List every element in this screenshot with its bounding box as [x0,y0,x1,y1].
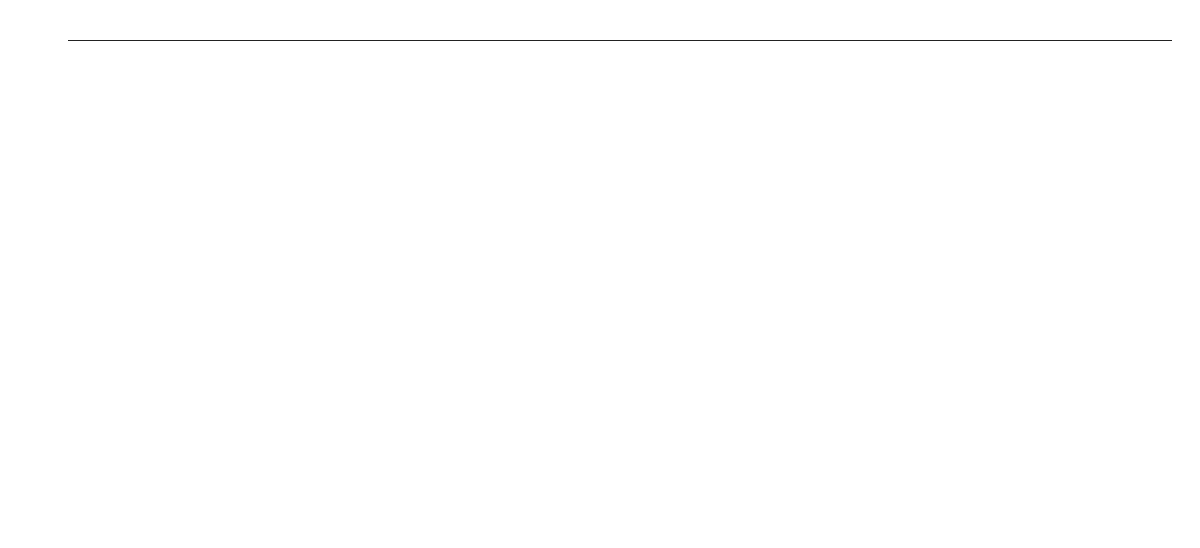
plot-area [68,40,1172,420]
x-axis-labels [68,426,1172,454]
legend-swatch [586,14,606,34]
bar-col [408,40,528,420]
bar-col [160,40,280,420]
legend-swatch [524,14,544,34]
bar-col [712,40,832,420]
legend [28,14,1172,34]
bars-area [68,40,1172,420]
legend-item [586,14,614,34]
bar-col [284,40,404,420]
chart-container [0,0,1200,548]
legend-item [524,14,552,34]
x-label [706,426,1086,454]
x-label [154,426,534,454]
legend-swatch [648,14,668,34]
bar-group-donne [712,40,1080,420]
bar-group-uomini [160,40,528,420]
bar-col [960,40,1080,420]
bar-col [836,40,956,420]
legend-item [648,14,676,34]
